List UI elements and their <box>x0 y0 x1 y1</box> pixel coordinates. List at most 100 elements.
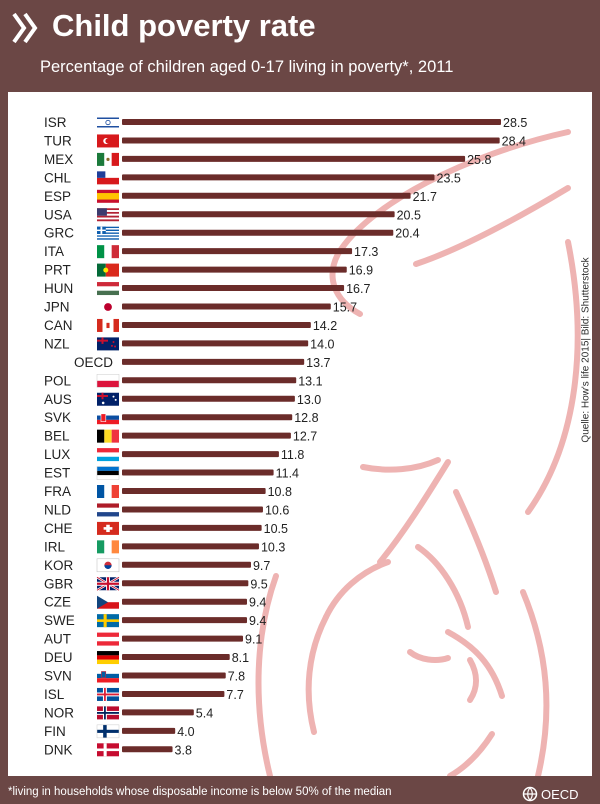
flag-irl-icon <box>97 540 119 554</box>
value-label-lux: 11.8 <box>281 448 304 462</box>
footnote: *living in households whose disposable i… <box>8 786 392 798</box>
value-label-mex: 25.8 <box>467 153 491 167</box>
category-label-isr: ISR <box>44 115 67 130</box>
value-label-svn: 7.8 <box>228 670 245 684</box>
flag-nld-icon <box>97 503 119 517</box>
category-label-nor: NOR <box>44 705 74 720</box>
category-label-fin: FIN <box>44 724 66 739</box>
flag-nor-icon <box>97 706 119 720</box>
value-label-deu: 8.1 <box>232 651 249 665</box>
category-label-isl: ISL <box>44 687 65 702</box>
category-label-prt: PRT <box>44 263 71 278</box>
category-label-kor: KOR <box>44 558 74 573</box>
bar-pol <box>122 377 297 384</box>
value-label-ita: 17.3 <box>354 245 378 259</box>
bar-chl <box>122 174 435 181</box>
flag-ita-icon <box>97 245 119 259</box>
value-label-svk: 12.8 <box>294 411 318 425</box>
category-label-svn: SVN <box>44 669 72 684</box>
value-label-swe: 9.4 <box>249 614 266 628</box>
category-label-svk: SVK <box>44 410 71 425</box>
value-label-fra: 10.8 <box>268 485 292 499</box>
category-label-cze: CZE <box>44 595 71 610</box>
bar-nzl <box>122 340 309 347</box>
bar-nor <box>122 709 194 716</box>
category-label-can: CAN <box>44 318 73 333</box>
bar-che <box>122 524 262 531</box>
value-label-nld: 10.6 <box>265 503 289 517</box>
category-label-dnk: DNK <box>44 742 73 757</box>
bar-jpn <box>122 303 331 310</box>
flag-nzl-icon <box>97 337 119 351</box>
bar-tur <box>122 137 500 144</box>
value-label-chl: 23.5 <box>437 171 461 185</box>
flag-isl-icon <box>97 687 119 701</box>
flag-aut-icon <box>97 632 119 646</box>
bar-fra <box>122 488 266 494</box>
bar-ita <box>122 248 353 255</box>
flag-swe-icon <box>97 614 119 628</box>
value-label-cze: 9.4 <box>249 596 266 610</box>
page-subtitle: Percentage of children aged 0-17 living … <box>40 58 454 76</box>
bar-svn <box>122 672 226 679</box>
bar-bel <box>122 432 291 439</box>
bar-hun <box>122 285 345 292</box>
flag-can-icon <box>97 318 119 332</box>
bar-grc <box>122 229 394 236</box>
category-label-irl: IRL <box>44 539 66 554</box>
category-label-bel: BEL <box>44 429 70 444</box>
category-label-ita: ITA <box>44 244 64 259</box>
category-label-lux: LUX <box>44 447 70 462</box>
category-label-esp: ESP <box>44 189 71 204</box>
category-label-pol: POL <box>44 373 72 388</box>
flag-esp-icon <box>97 189 119 203</box>
bar-fin <box>122 727 176 734</box>
flag-usa-icon <box>97 208 119 222</box>
category-label-hun: HUN <box>44 281 73 296</box>
bar-dnk <box>122 746 173 753</box>
chart-panel: Quelle: How's life 2015| Bild: Shutterst… <box>8 92 592 776</box>
value-label-usa: 20.5 <box>397 208 421 222</box>
value-label-gbr: 9.5 <box>250 577 267 591</box>
flag-cze-icon <box>97 595 119 609</box>
bar-gbr <box>122 580 249 587</box>
bar-swe <box>122 617 248 624</box>
value-label-fin: 4.0 <box>177 725 194 739</box>
flag-bel-icon <box>97 429 119 443</box>
flag-dnk-icon <box>97 743 119 757</box>
value-label-irl: 10.3 <box>261 540 285 554</box>
value-label-esp: 21.7 <box>413 190 437 204</box>
bar-esp <box>122 192 411 199</box>
value-label-aut: 9.1 <box>245 633 262 647</box>
flag-tur-icon <box>97 134 119 148</box>
oecd-chevrons-icon <box>12 12 38 44</box>
value-label-pol: 13.1 <box>298 374 322 388</box>
flag-svn-icon <box>97 669 119 683</box>
flag-lux-icon <box>97 448 119 462</box>
bar-kor <box>122 561 251 568</box>
value-label-isl: 7.7 <box>226 688 243 702</box>
category-label-aut: AUT <box>44 632 71 647</box>
category-label-mex: MEX <box>44 152 73 167</box>
category-label-grc: GRC <box>44 226 74 241</box>
header: Child poverty rate Percentage of childre… <box>0 0 600 92</box>
bar-est <box>122 469 274 476</box>
flag-hun-icon <box>97 282 119 296</box>
value-label-isr: 28.5 <box>503 116 527 130</box>
value-label-tur: 28.4 <box>502 134 526 148</box>
bar-nld <box>122 506 263 513</box>
value-label-est: 11.4 <box>276 467 299 481</box>
bar-isr <box>122 119 501 125</box>
bar-svk <box>122 414 293 421</box>
category-label-chl: CHL <box>44 170 71 185</box>
oecd-logo-text: OECD <box>541 786 579 802</box>
flag-chl-icon <box>97 171 119 185</box>
category-label-swe: SWE <box>44 613 75 628</box>
bar-mex <box>122 155 466 162</box>
category-label-fra: FRA <box>44 484 71 499</box>
flag-isr-icon <box>97 116 119 129</box>
flag-prt-icon <box>97 263 119 277</box>
bar-cze <box>122 598 248 605</box>
bar-irl <box>122 543 259 550</box>
oecd-globe-icon <box>522 786 538 802</box>
